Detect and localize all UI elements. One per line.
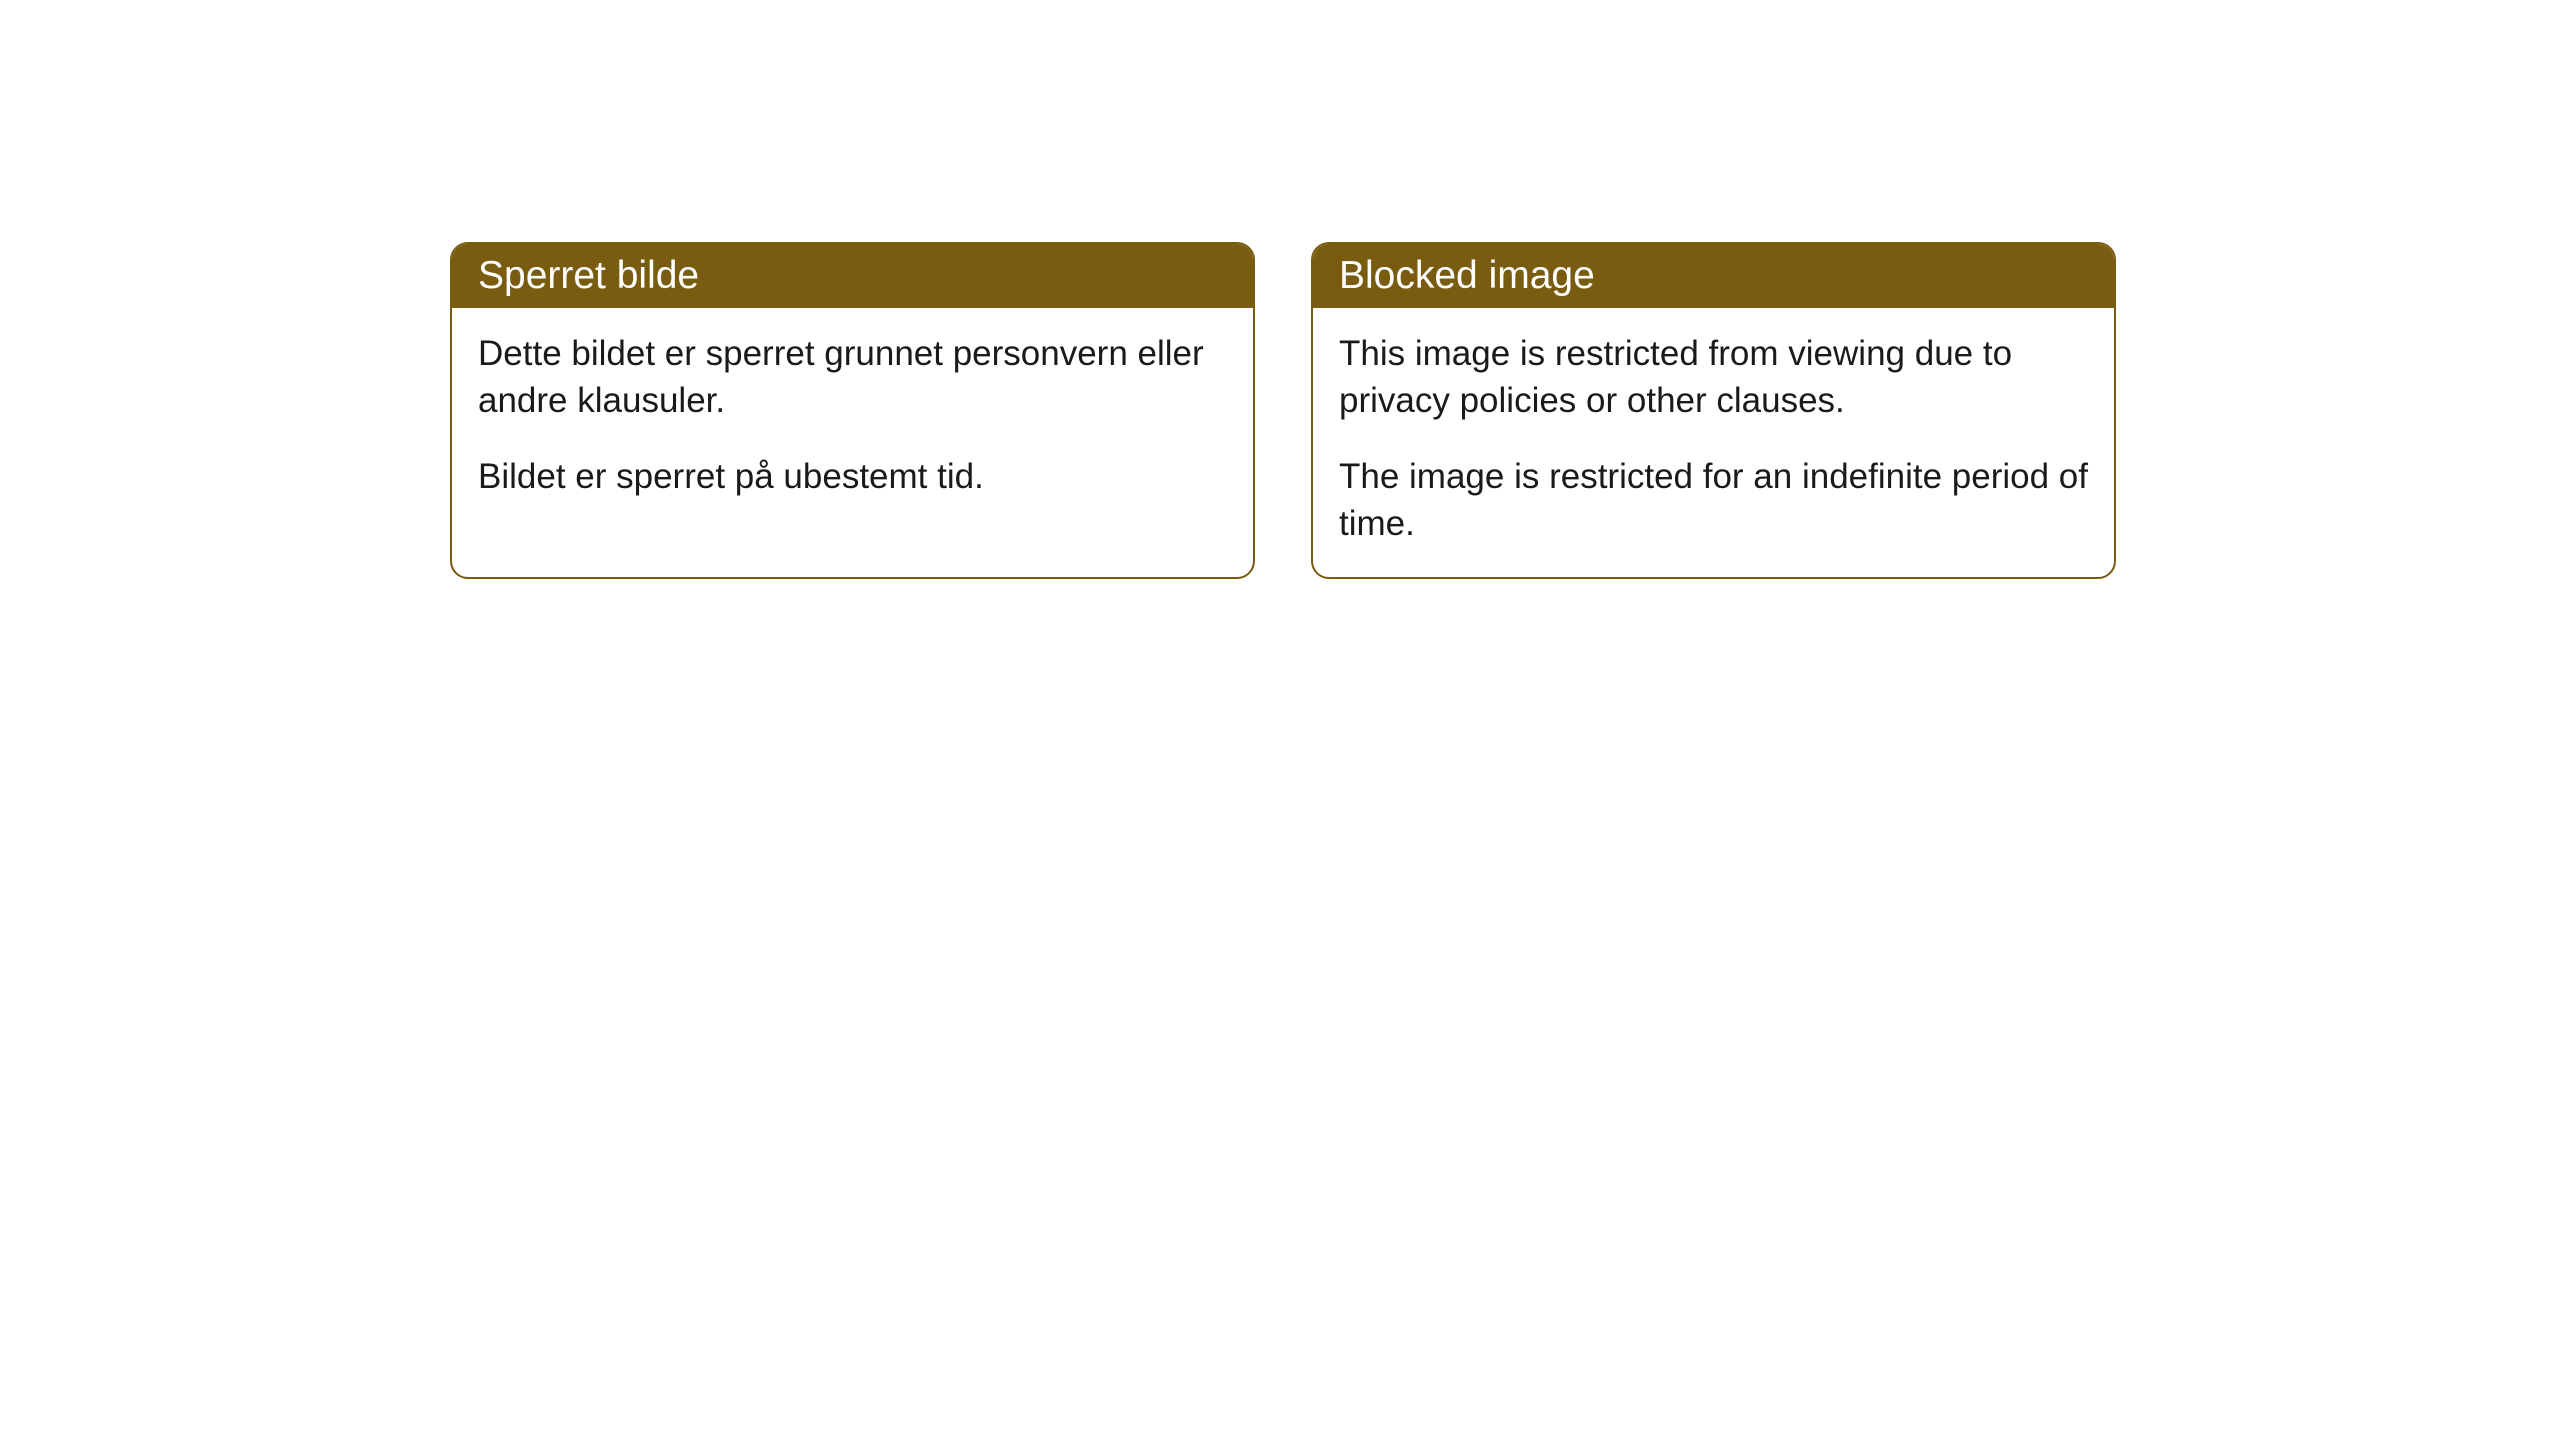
- notice-header: Sperret bilde: [452, 244, 1253, 308]
- notice-paragraph: Dette bildet er sperret grunnet personve…: [478, 330, 1227, 425]
- notice-header: Blocked image: [1313, 244, 2114, 308]
- notice-paragraph: The image is restricted for an indefinit…: [1339, 453, 2088, 548]
- notices-container: Sperret bilde Dette bildet er sperret gr…: [0, 0, 2560, 579]
- notice-paragraph: This image is restricted from viewing du…: [1339, 330, 2088, 425]
- notice-card-english: Blocked image This image is restricted f…: [1311, 242, 2116, 579]
- notice-title: Sperret bilde: [478, 254, 699, 297]
- notice-paragraph: Bildet er sperret på ubestemt tid.: [478, 453, 1227, 500]
- notice-card-norwegian: Sperret bilde Dette bildet er sperret gr…: [450, 242, 1255, 579]
- notice-title: Blocked image: [1339, 254, 1595, 297]
- notice-body: Dette bildet er sperret grunnet personve…: [452, 308, 1253, 530]
- notice-body: This image is restricted from viewing du…: [1313, 308, 2114, 577]
